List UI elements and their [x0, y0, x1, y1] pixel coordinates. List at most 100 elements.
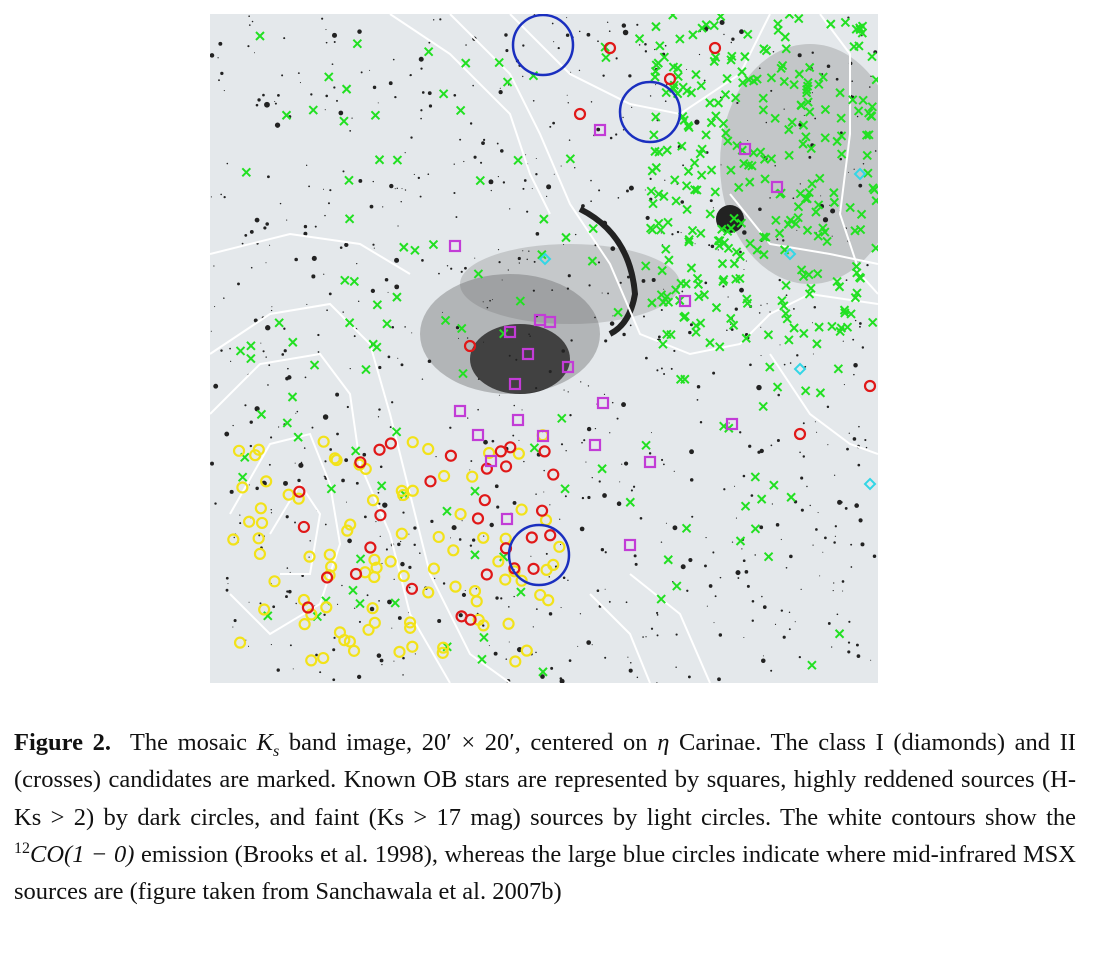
cross-marker: [779, 76, 790, 87]
star: [408, 565, 412, 570]
star: [570, 71, 572, 73]
star: [751, 599, 755, 603]
star: [274, 122, 281, 128]
star: [850, 566, 853, 568]
star: [488, 645, 490, 647]
star: [239, 514, 241, 516]
cross-marker: [851, 24, 861, 34]
star: [508, 641, 510, 643]
star: [577, 645, 579, 647]
cross-marker: [769, 480, 779, 490]
circle-marker: [447, 544, 460, 557]
cross-marker: [756, 494, 767, 504]
star: [598, 480, 601, 483]
star: [518, 439, 520, 441]
star: [227, 583, 229, 585]
star: [327, 202, 330, 205]
cross-marker: [663, 297, 674, 307]
star: [357, 300, 360, 303]
cross-marker: [339, 116, 349, 126]
star: [276, 668, 280, 672]
star: [799, 183, 801, 185]
circle-marker: [520, 644, 533, 657]
cross-marker: [656, 225, 666, 235]
star: [419, 195, 422, 198]
star: [377, 491, 380, 494]
star: [332, 678, 336, 682]
star: [751, 619, 754, 622]
star: [570, 339, 573, 342]
star: [419, 552, 421, 554]
star: [567, 102, 569, 104]
star: [848, 620, 851, 623]
circle-marker: [330, 453, 343, 467]
star: [557, 46, 560, 50]
star: [338, 110, 344, 116]
star: [758, 67, 761, 70]
star: [357, 674, 362, 680]
star: [303, 447, 306, 449]
cross-marker: [839, 305, 850, 315]
square-marker: [725, 417, 739, 431]
star: [549, 125, 552, 128]
circle-marker: [317, 435, 330, 448]
circle-marker: [444, 449, 457, 462]
star: [546, 184, 552, 190]
star: [761, 595, 763, 598]
star: [477, 408, 479, 411]
cross-marker: [392, 155, 403, 165]
star: [606, 21, 609, 23]
star: [268, 364, 271, 367]
star: [421, 259, 424, 262]
cross-marker: [715, 14, 726, 22]
star: [505, 658, 508, 660]
star: [549, 504, 551, 506]
star: [247, 45, 250, 48]
star: [776, 238, 779, 241]
star: [845, 279, 848, 282]
star: [833, 582, 835, 584]
star: [400, 561, 405, 567]
star: [848, 432, 850, 434]
circle-marker: [499, 573, 512, 586]
cross-marker: [851, 261, 862, 272]
star: [522, 44, 525, 47]
star: [531, 188, 533, 190]
star: [566, 287, 570, 290]
circle-marker: [344, 518, 357, 531]
star: [402, 674, 404, 676]
star: [553, 173, 555, 175]
cross-marker: [829, 197, 840, 208]
star: [428, 41, 431, 44]
cross-marker: [836, 113, 846, 123]
star: [607, 292, 610, 295]
star: [651, 277, 656, 282]
star: [826, 405, 830, 409]
circle-marker: [317, 651, 330, 665]
star: [469, 469, 471, 471]
star: [812, 353, 814, 355]
star: [418, 56, 424, 62]
star: [785, 294, 788, 297]
star: [656, 614, 659, 616]
star: [427, 173, 430, 176]
cross-marker: [791, 219, 801, 229]
caption-text: band image, 20′ × 20′, centered on: [288, 729, 648, 756]
star: [812, 544, 814, 546]
star: [255, 103, 259, 107]
star: [675, 633, 678, 636]
cross-marker: [820, 104, 831, 115]
circle-marker: [477, 531, 490, 544]
star: [664, 179, 666, 181]
star: [815, 528, 818, 531]
star: [283, 480, 288, 486]
star: [552, 121, 555, 125]
star: [379, 465, 383, 469]
star: [394, 188, 396, 190]
star: [270, 643, 272, 646]
star: [586, 426, 592, 432]
star: [535, 651, 537, 654]
star: [759, 448, 764, 454]
star: [864, 438, 867, 442]
star: [226, 162, 229, 165]
